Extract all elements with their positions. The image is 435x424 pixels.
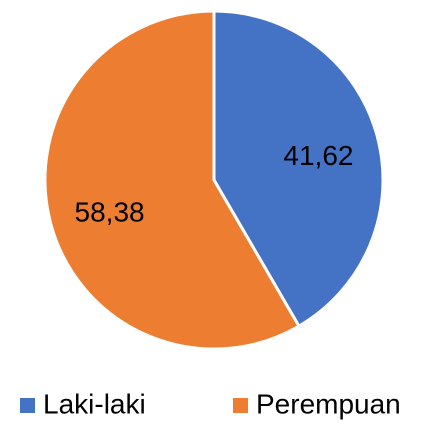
pie-slice [212,9,385,329]
legend-swatch [20,398,35,413]
data-label: 41,62 [283,140,353,171]
pie-slice [43,9,301,351]
legend-label: Perempuan [256,388,401,419]
data-label: 58,38 [75,197,145,228]
legend-swatch [233,398,248,413]
legend-label: Laki-laki [43,388,146,419]
